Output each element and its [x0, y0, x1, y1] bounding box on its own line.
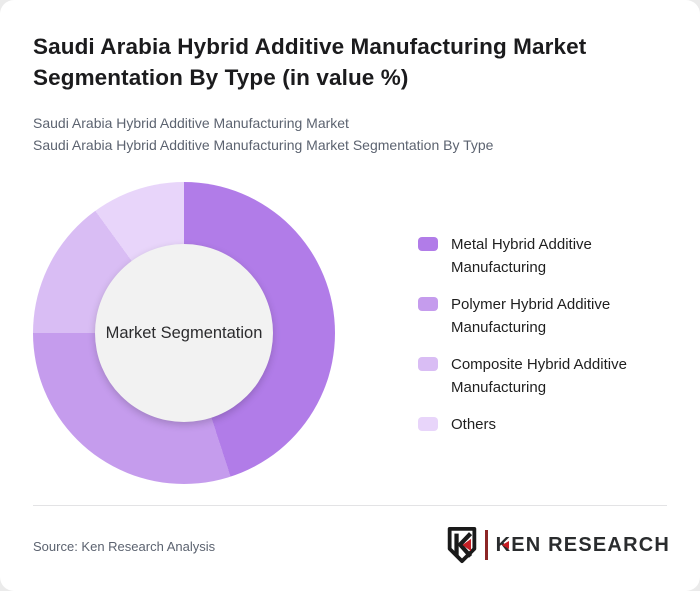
page-title: Saudi Arabia Hybrid Additive Manufacturi… — [33, 34, 587, 90]
legend-label: Composite Hybrid Additive Manufacturing — [451, 356, 627, 396]
subtitle-line-1: Saudi Arabia Hybrid Additive Manufacturi… — [33, 115, 349, 131]
subtitle-line-2: Saudi Arabia Hybrid Additive Manufacturi… — [33, 137, 494, 153]
source-note: Source: Ken Research Analysis — [33, 539, 216, 554]
legend-item: Composite Hybrid Additive Manufacturing — [418, 353, 668, 399]
donut-chart: Market Segmentation — [33, 182, 335, 484]
logo-divider-bar — [484, 530, 488, 560]
legend-item: Polymer Hybrid Additive Manufacturing — [418, 293, 668, 339]
subtitle-block: Saudi Arabia Hybrid Additive Manufacturi… — [33, 112, 668, 156]
legend-swatch — [418, 297, 438, 311]
ken-research-logo: KEN RESEARCH — [446, 526, 670, 564]
logo-wordmark-text: KEN RESEARCH — [495, 533, 670, 556]
logo-wordmark: KEN RESEARCH — [496, 534, 670, 557]
footer-divider — [33, 505, 667, 506]
legend-swatch — [418, 237, 438, 251]
legend-label: Polymer Hybrid Additive Manufacturing — [451, 296, 611, 336]
logo-k-red-triangle-icon — [502, 540, 510, 549]
legend-item: Metal Hybrid Additive Manufacturing — [418, 233, 668, 279]
legend-item: Others — [418, 413, 668, 436]
legend-label: Others — [451, 416, 497, 433]
chart-legend: Metal Hybrid Additive Manufacturing Polym… — [418, 233, 668, 450]
ken-research-shield-icon — [447, 526, 476, 564]
donut-center-label: Market Segmentation — [105, 323, 263, 342]
legend-label: Metal Hybrid Additive Manufacturing — [451, 236, 592, 276]
donut-center: Market Segmentation — [95, 244, 273, 422]
legend-swatch — [418, 417, 438, 431]
legend-swatch — [418, 357, 438, 371]
